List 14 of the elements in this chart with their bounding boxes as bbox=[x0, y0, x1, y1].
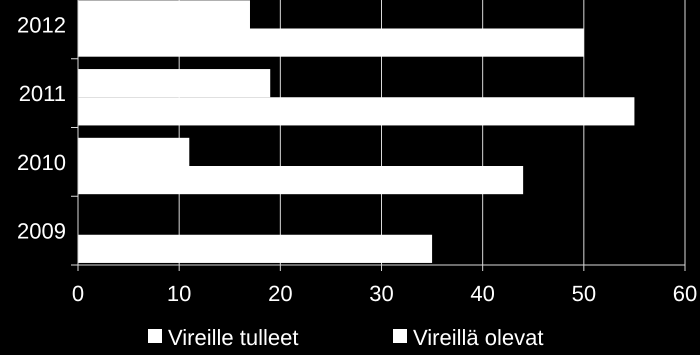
x-tick-label: 30 bbox=[369, 281, 394, 306]
y-tick-label: 2010 bbox=[17, 150, 66, 175]
x-tick-label: 10 bbox=[166, 281, 192, 306]
legend-label: Vireillä olevat bbox=[413, 325, 544, 350]
y-tick-label: 2012 bbox=[17, 12, 66, 38]
y-tick-label: 2011 bbox=[18, 81, 66, 106]
x-tick-label: 60 bbox=[672, 281, 698, 306]
bar bbox=[78, 234, 432, 263]
x-tick-label: 40 bbox=[470, 281, 495, 306]
x-tick-label: 20 bbox=[268, 281, 293, 306]
x-tick-label: 0 bbox=[72, 281, 84, 306]
legend-label: Vireille tulleet bbox=[168, 325, 298, 350]
x-tick-label: 50 bbox=[572, 281, 596, 306]
y-tick-label: 2009 bbox=[17, 218, 66, 244]
